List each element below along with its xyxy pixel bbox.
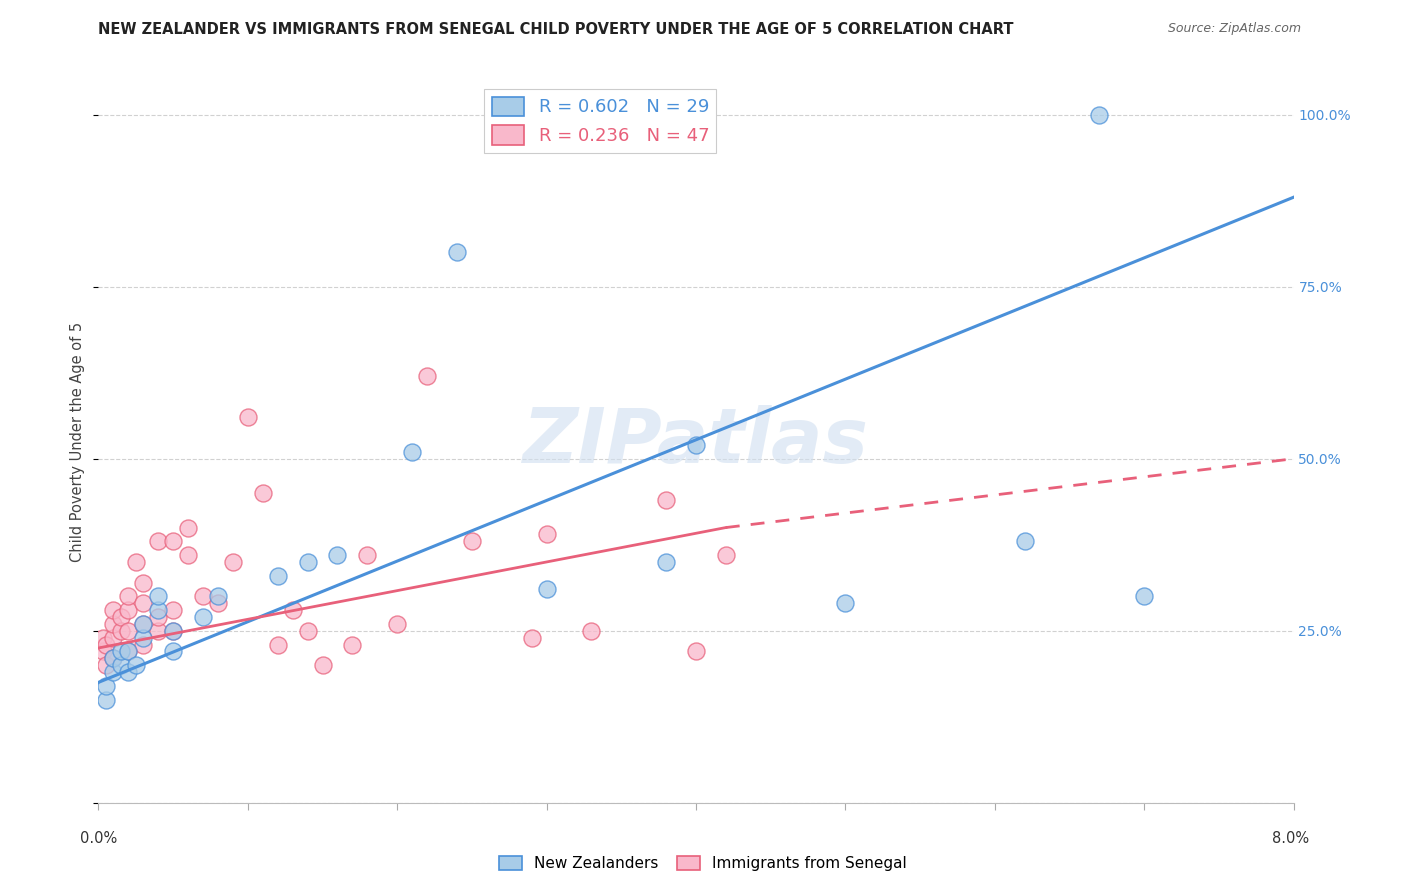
Point	[834, 596, 856, 610]
Point	[132, 638, 155, 652]
Point	[536, 527, 558, 541]
Point	[311, 658, 333, 673]
Point	[91, 631, 114, 645]
Point	[267, 638, 290, 652]
Y-axis label: Child Poverty Under the Age of 5: Child Poverty Under the Age of 5	[70, 321, 86, 562]
Point	[103, 665, 125, 679]
Point	[655, 555, 678, 569]
Point	[685, 438, 707, 452]
Point	[162, 603, 184, 617]
Point	[103, 631, 125, 645]
Point	[103, 651, 125, 665]
Point	[110, 658, 132, 673]
Point	[94, 638, 117, 652]
Point	[252, 486, 274, 500]
Point	[148, 534, 170, 549]
Point	[655, 493, 678, 508]
Point	[520, 631, 543, 645]
Point	[581, 624, 603, 638]
Text: ZIPatlas: ZIPatlas	[523, 405, 869, 478]
Text: 0.0%: 0.0%	[80, 831, 117, 846]
Text: Source: ZipAtlas.com: Source: ZipAtlas.com	[1167, 22, 1301, 36]
Point	[117, 665, 139, 679]
Point	[117, 590, 139, 604]
Point	[117, 644, 139, 658]
Point	[117, 603, 139, 617]
Point	[132, 616, 155, 631]
Point	[281, 603, 304, 617]
Point	[110, 610, 132, 624]
Point	[162, 644, 184, 658]
Point	[191, 610, 214, 624]
Point	[110, 624, 132, 638]
Point	[297, 624, 319, 638]
Point	[177, 548, 200, 562]
Point	[714, 548, 737, 562]
Point	[685, 644, 707, 658]
Point	[94, 679, 117, 693]
Point	[236, 410, 259, 425]
Point	[356, 548, 378, 562]
Point	[222, 555, 245, 569]
Point	[148, 590, 170, 604]
Point	[207, 596, 229, 610]
Point	[103, 616, 125, 631]
Legend: New Zealanders, Immigrants from Senegal: New Zealanders, Immigrants from Senegal	[494, 849, 912, 877]
Point	[461, 534, 484, 549]
Point	[148, 624, 170, 638]
Point	[103, 651, 125, 665]
Point	[132, 631, 155, 645]
Point	[297, 555, 319, 569]
Point	[162, 624, 184, 638]
Point	[132, 575, 155, 590]
Point	[94, 658, 117, 673]
Point	[91, 644, 114, 658]
Point	[125, 555, 148, 569]
Point	[177, 520, 200, 534]
Text: 8.0%: 8.0%	[1272, 831, 1309, 846]
Point	[117, 624, 139, 638]
Point	[401, 445, 423, 459]
Point	[125, 658, 148, 673]
Point	[162, 624, 184, 638]
Point	[342, 638, 364, 652]
Point	[536, 582, 558, 597]
Point	[207, 590, 229, 604]
Point	[148, 603, 170, 617]
Point	[132, 596, 155, 610]
Text: NEW ZEALANDER VS IMMIGRANTS FROM SENEGAL CHILD POVERTY UNDER THE AGE OF 5 CORREL: NEW ZEALANDER VS IMMIGRANTS FROM SENEGAL…	[98, 22, 1014, 37]
Point	[416, 369, 439, 384]
Point	[1133, 590, 1156, 604]
Point	[326, 548, 349, 562]
Point	[446, 245, 468, 260]
Legend: R = 0.602   N = 29, R = 0.236   N = 47: R = 0.602 N = 29, R = 0.236 N = 47	[484, 89, 717, 153]
Point	[117, 644, 139, 658]
Point	[94, 692, 117, 706]
Point	[385, 616, 409, 631]
Point	[110, 644, 132, 658]
Point	[1014, 534, 1036, 549]
Point	[1088, 108, 1111, 122]
Point	[132, 616, 155, 631]
Point	[267, 568, 290, 582]
Point	[148, 610, 170, 624]
Point	[103, 603, 125, 617]
Point	[162, 534, 184, 549]
Point	[191, 590, 214, 604]
